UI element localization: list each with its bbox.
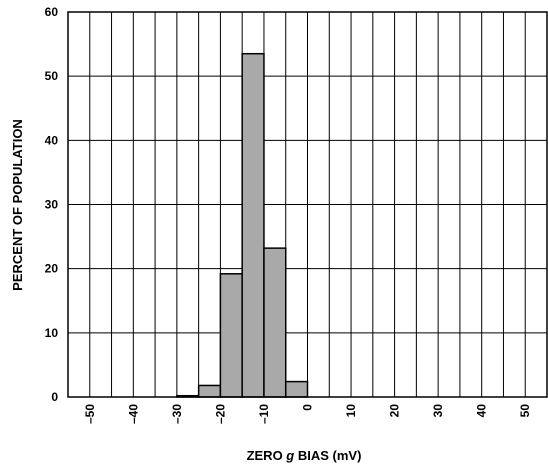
x-axis-label-part-2: g [285,448,294,463]
histogram-bar [219,273,243,398]
x-tick-labels: –50 –40 –30 –20 –10 0 10 20 30 40 50 [83,404,532,424]
x-tick-label: 30 [431,404,445,418]
y-tick-label: 40 [45,133,59,147]
histogram-bar [284,380,309,398]
x-tick-label: 40 [475,404,489,418]
x-tick-label: –30 [170,404,184,424]
y-tick-label: 60 [45,5,59,19]
histogram-bar [197,384,222,398]
x-tick-label: 50 [518,404,532,418]
histogram-bar [241,52,265,398]
y-axis-label: PERCENT OF POPULATION [10,119,25,291]
x-tick-label: 10 [344,404,358,418]
x-tick-label: 20 [388,404,402,418]
y-tick-label: 30 [45,198,59,212]
x-tick-label: –20 [213,404,227,424]
y-tick-label: 20 [45,262,59,276]
x-tick-label: –50 [83,404,97,424]
grid-lines [68,12,547,397]
x-axis-label-part-1: ZERO [247,448,287,463]
y-tick-label: 10 [45,326,59,340]
plot-frame [67,11,548,398]
y-tick-label: 0 [51,390,58,404]
y-tick-label: 50 [45,69,59,83]
x-tick-label: 0 [301,404,315,411]
x-axis-label-part-3: BIAS (mV) [294,448,361,463]
x-tick-label: –10 [257,404,271,424]
x-axis-label: ZERO g BIAS (mV) [247,448,362,463]
x-tick-label: –40 [126,404,140,424]
bars [176,52,309,398]
histogram-bar [263,247,287,398]
y-tick-labels: 0 10 20 30 40 50 60 [45,5,59,404]
